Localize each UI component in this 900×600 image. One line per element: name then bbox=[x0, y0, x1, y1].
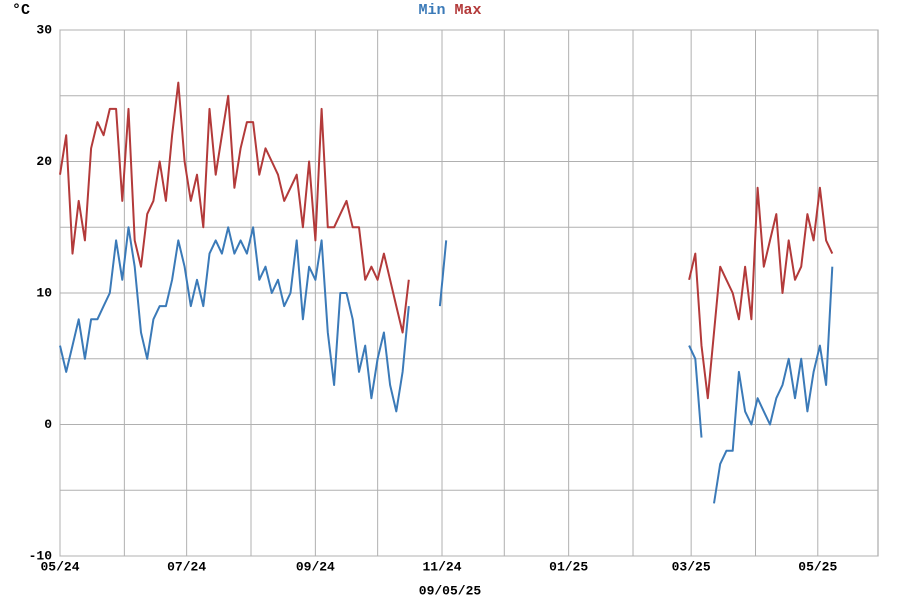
caption: 09/05/25 bbox=[419, 583, 482, 598]
y-tick-label: 30 bbox=[36, 22, 52, 37]
legend: Min Max bbox=[418, 2, 481, 19]
x-tick-label: 09/24 bbox=[296, 559, 335, 574]
data-line bbox=[59, 226, 834, 504]
x-tick-label: 11/24 bbox=[423, 559, 462, 574]
y-tick-label: -10 bbox=[29, 548, 53, 563]
y-tick-label: 10 bbox=[36, 285, 52, 300]
legend-text: Min Max bbox=[418, 2, 481, 19]
x-tick-label: 03/25 bbox=[672, 559, 711, 574]
y-tick-label: 0 bbox=[44, 417, 52, 432]
legend-entry: Min bbox=[418, 2, 445, 19]
data-line bbox=[59, 81, 834, 400]
x-tick-label: 07/24 bbox=[167, 559, 206, 574]
y-axis-label: °C bbox=[12, 2, 30, 19]
x-tick-label: 05/24 bbox=[40, 559, 79, 574]
x-tick-label: 05/25 bbox=[798, 559, 837, 574]
y-tick-label: 20 bbox=[36, 154, 52, 169]
x-tick-label: 01/25 bbox=[549, 559, 588, 574]
legend-entry: Max bbox=[455, 2, 482, 19]
